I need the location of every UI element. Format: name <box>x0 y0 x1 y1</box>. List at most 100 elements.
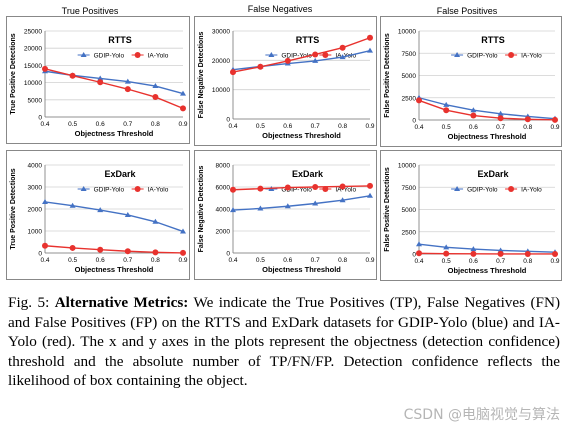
chart-panel-exdark-tp: 0 1000 2000 3000 4000 0.4 0.5 0.6 0.7 0.8 0.9 Objec… <box>6 150 190 280</box>
data-point-circle <box>416 250 422 257</box>
chart-title: ExDark <box>104 169 136 179</box>
data-point-triangle <box>97 207 104 213</box>
data-point-circle <box>152 94 159 101</box>
x-axis-label: Objectness Threshold <box>262 265 341 274</box>
data-point-triangle <box>443 101 450 107</box>
caption-bold: Alternative Metrics: <box>54 294 189 311</box>
chart-panel-rtts-fp: 0 2500 5000 7500 10000 0.4 0.5 0.6 0.7 0.8 0.9 Obje… <box>380 16 562 147</box>
y-tick-label: 5000 <box>402 207 417 214</box>
x-tick-label: 0.5 <box>442 258 451 265</box>
y-tick-label: 5000 <box>402 73 417 80</box>
legend-label-gdip: GDIP-Yolo <box>94 53 125 60</box>
y-axis-label: False Negative Detections <box>198 166 205 253</box>
chart-rtts-false-positives: 0 2500 5000 7500 10000 0.4 0.5 0.6 0.7 0.8 0.9 Obje… <box>384 29 560 142</box>
data-point-triangle <box>69 202 76 208</box>
chart-rtts-false-negatives: 0 10000 20000 30000 0.4 0.5 0.6 0.7 0.8 0.9 Object… <box>198 29 375 141</box>
data-point-circle <box>284 57 291 64</box>
data-point-circle <box>69 244 76 251</box>
data-point-triangle <box>367 192 373 198</box>
legend-marker-ia <box>134 52 141 58</box>
data-point-circle <box>42 242 48 249</box>
data-point-circle <box>124 86 131 93</box>
y-tick-label: 0 <box>412 252 416 259</box>
data-point-circle <box>443 250 450 257</box>
series-line-red <box>418 252 556 255</box>
y-tick-label: 2500 <box>402 229 417 236</box>
series-line-red <box>44 245 184 254</box>
y-axis-label: False Positive Detections <box>384 33 391 118</box>
data-point-circle <box>470 250 477 257</box>
x-tick-label: 0.4 <box>228 257 237 264</box>
data-point-circle <box>284 184 291 191</box>
y-axis-label: True Positive Detections <box>10 168 17 249</box>
data-point-circle <box>497 115 504 122</box>
x-tick-label: 0.4 <box>414 124 423 131</box>
data-point-triangle <box>230 207 236 213</box>
legend-label-gdip: GDIP-Yolo <box>281 53 312 60</box>
x-tick-label: 0.9 <box>365 123 374 130</box>
legend-marker-ia <box>508 186 515 192</box>
y-tick-label: 6000 <box>216 185 231 192</box>
series-line-blue <box>418 243 556 253</box>
data-point-circle <box>497 250 504 257</box>
caption-text: We indicate the True Positives (TP), Fal… <box>8 294 560 390</box>
legend-marker-gdip <box>80 52 87 57</box>
y-tick-label: 0 <box>38 251 42 258</box>
x-tick-label: 0.7 <box>496 124 505 131</box>
data-point-circle <box>312 51 319 58</box>
x-axis-label: Objectness Threshold <box>75 265 154 274</box>
data-point-triangle <box>42 198 48 204</box>
data-point-triangle <box>97 75 104 81</box>
data-point-circle <box>524 250 531 257</box>
y-tick-label: 0 <box>412 118 416 125</box>
series-line-red <box>44 68 184 110</box>
x-tick-label: 0.4 <box>414 258 423 265</box>
x-tick-label: 0.6 <box>469 124 478 131</box>
chart-panel-rtts-fn: 0 10000 20000 30000 0.4 0.5 0.6 0.7 0.8 0.9 Object… <box>194 16 377 146</box>
x-tick-label: 0.6 <box>469 258 478 265</box>
legend-label-ia: IA-Yolo <box>148 53 169 60</box>
y-tick-label: 10000 <box>212 87 230 94</box>
x-tick-label: 0.5 <box>442 124 451 131</box>
data-point-circle <box>180 249 186 256</box>
data-point-circle <box>230 186 236 193</box>
data-point-circle <box>339 183 346 190</box>
series-line-blue <box>232 195 371 211</box>
legend-marker-ia <box>508 52 515 58</box>
data-point-triangle <box>152 83 159 89</box>
x-tick-label: 0.8 <box>151 257 160 264</box>
x-tick-label: 0.9 <box>178 121 187 128</box>
y-tick-label: 25000 <box>24 29 42 36</box>
data-point-circle <box>367 182 373 189</box>
data-point-triangle <box>152 218 159 224</box>
x-tick-label: 0.9 <box>365 257 374 264</box>
y-axis-label: False Negative Detections <box>198 32 205 119</box>
legend-label-ia: IA-Yolo <box>148 187 169 194</box>
column-title-true-positives: True Positives <box>61 6 119 16</box>
x-tick-label: 0.7 <box>311 123 320 130</box>
x-tick-label: 0.4 <box>40 257 49 264</box>
data-point-triangle <box>497 247 504 253</box>
data-point-triangle <box>180 228 186 234</box>
data-point-triangle <box>416 241 422 247</box>
y-tick-label: 10000 <box>24 80 42 87</box>
data-point-triangle <box>124 211 131 217</box>
chart-panel-rtts-tp: 0 5000 10000 15000 20000 25000 0.4 0.5 0.6 0.7 0.8… <box>6 16 190 144</box>
column-title-false-negatives: False Negatives <box>247 4 313 14</box>
data-point-circle <box>416 97 422 104</box>
caption-label: Fig. 5: <box>8 294 55 311</box>
chart-title: ExDark <box>292 169 324 179</box>
series-line-red <box>232 185 371 191</box>
y-tick-label: 1000 <box>28 229 43 236</box>
x-tick-label: 0.4 <box>228 123 237 130</box>
data-point-circle <box>339 44 346 51</box>
y-tick-label: 2000 <box>28 207 43 214</box>
x-tick-label: 0.8 <box>523 124 532 131</box>
y-tick-label: 10000 <box>398 29 416 36</box>
series-line-blue <box>418 97 556 120</box>
y-tick-label: 0 <box>226 251 230 258</box>
series-line-red <box>232 37 371 73</box>
data-point-circle <box>312 184 319 190</box>
chart-rtts-true-positives: 0 5000 10000 15000 20000 25000 0.4 0.5 0.6 0.7 0.8… <box>10 29 188 139</box>
data-point-circle <box>152 249 159 256</box>
